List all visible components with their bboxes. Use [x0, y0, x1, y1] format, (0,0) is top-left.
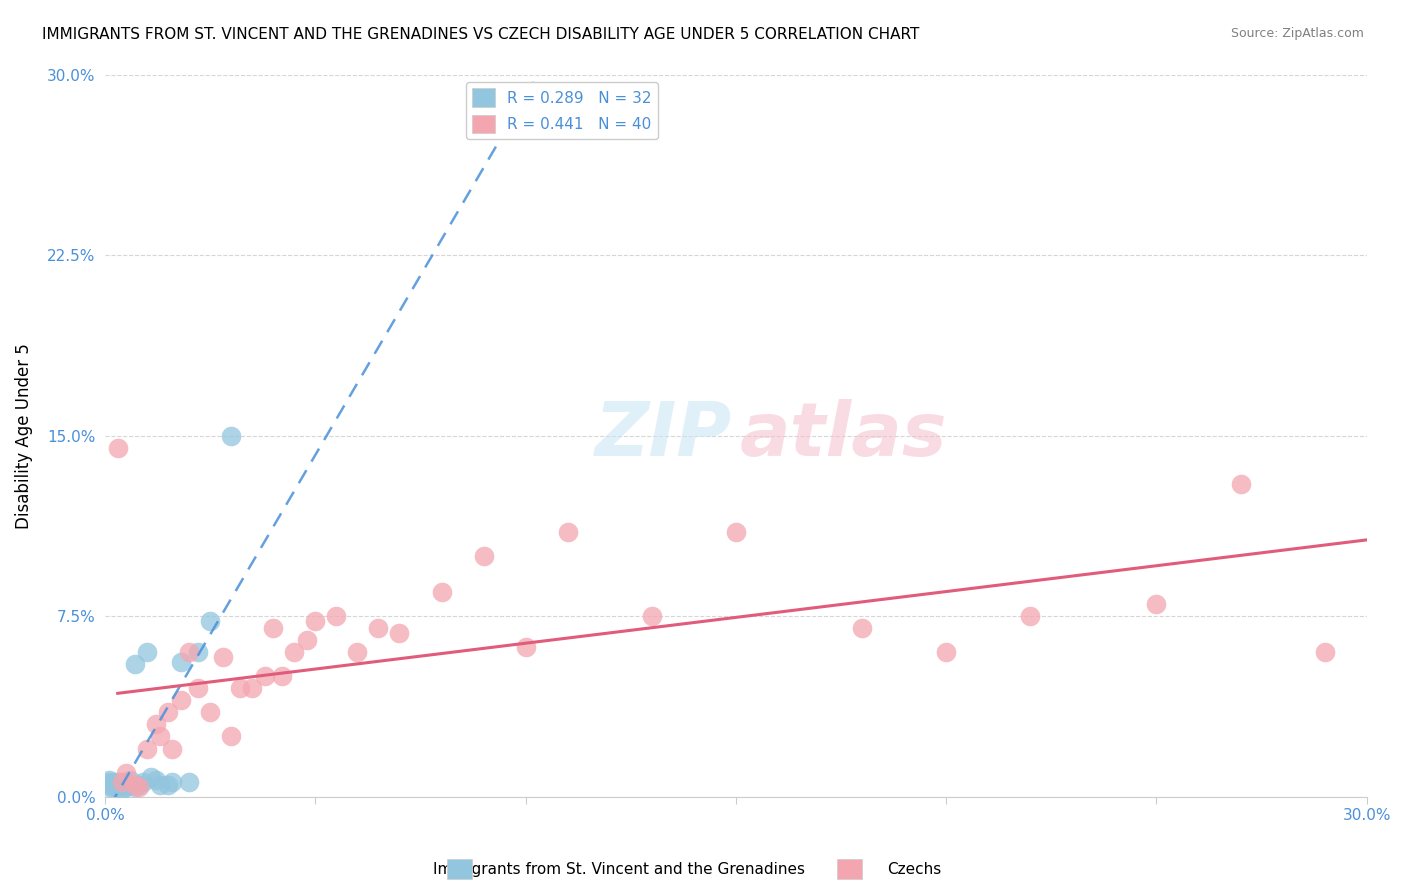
Point	[346, 645, 368, 659]
Point	[325, 609, 347, 624]
Point	[107, 778, 129, 792]
Text: ZIP: ZIP	[595, 399, 733, 472]
Point	[283, 645, 305, 659]
Point	[136, 645, 159, 659]
Point	[103, 780, 125, 794]
Point	[120, 778, 142, 792]
Text: Czechs: Czechs	[887, 863, 941, 877]
Point	[219, 428, 242, 442]
Point	[200, 706, 222, 720]
Point	[115, 780, 138, 794]
Point	[170, 655, 193, 669]
Point	[162, 741, 184, 756]
Point	[253, 669, 276, 683]
Point	[187, 645, 209, 659]
Point	[1313, 645, 1336, 659]
Point	[107, 441, 129, 455]
Point	[111, 775, 134, 789]
Point	[212, 650, 235, 665]
Y-axis label: Disability Age Under 5: Disability Age Under 5	[15, 343, 32, 529]
Text: Source: ZipAtlas.com: Source: ZipAtlas.com	[1230, 27, 1364, 40]
Point	[145, 772, 167, 787]
Point	[98, 775, 121, 789]
Point	[107, 780, 129, 794]
Point	[270, 669, 292, 683]
Point	[295, 633, 318, 648]
Point	[107, 775, 129, 789]
Point	[149, 730, 172, 744]
Point	[187, 681, 209, 696]
Text: atlas: atlas	[740, 399, 948, 472]
Point	[124, 778, 146, 792]
Point	[115, 775, 138, 789]
Point	[304, 614, 326, 628]
Point	[103, 775, 125, 789]
Point	[98, 780, 121, 794]
Point	[145, 717, 167, 731]
Point	[157, 706, 180, 720]
Point	[935, 645, 957, 659]
Point	[98, 778, 121, 792]
Point	[851, 621, 873, 635]
Point	[149, 778, 172, 792]
Point	[219, 730, 242, 744]
Point	[724, 524, 747, 539]
Point	[641, 609, 664, 624]
Point	[200, 614, 222, 628]
Point	[430, 585, 453, 599]
Point	[179, 645, 201, 659]
Point	[557, 524, 579, 539]
Point	[170, 693, 193, 707]
Point	[262, 621, 284, 635]
Point	[111, 782, 134, 797]
Point	[115, 765, 138, 780]
Point	[98, 772, 121, 787]
Point	[515, 640, 537, 655]
Point	[124, 657, 146, 672]
Point	[136, 741, 159, 756]
Point	[1019, 609, 1042, 624]
Text: IMMIGRANTS FROM ST. VINCENT AND THE GRENADINES VS CZECH DISABILITY AGE UNDER 5 C: IMMIGRANTS FROM ST. VINCENT AND THE GREN…	[42, 27, 920, 42]
Point	[367, 621, 389, 635]
Point	[128, 778, 150, 792]
Point	[1229, 476, 1251, 491]
Point	[132, 775, 155, 789]
Point	[111, 775, 134, 789]
Point	[103, 778, 125, 792]
Point	[228, 681, 250, 696]
Point	[111, 778, 134, 792]
Point	[128, 780, 150, 794]
Point	[388, 626, 411, 640]
Point	[162, 775, 184, 789]
Point	[124, 780, 146, 794]
Text: Immigrants from St. Vincent and the Grenadines: Immigrants from St. Vincent and the Gren…	[433, 863, 804, 877]
Point	[240, 681, 263, 696]
Point	[179, 775, 201, 789]
Legend: R = 0.289   N = 32, R = 0.441   N = 40: R = 0.289 N = 32, R = 0.441 N = 40	[465, 82, 658, 139]
Point	[120, 772, 142, 787]
Point	[141, 771, 163, 785]
Point	[472, 549, 495, 563]
Point	[1146, 597, 1168, 611]
Point	[157, 778, 180, 792]
